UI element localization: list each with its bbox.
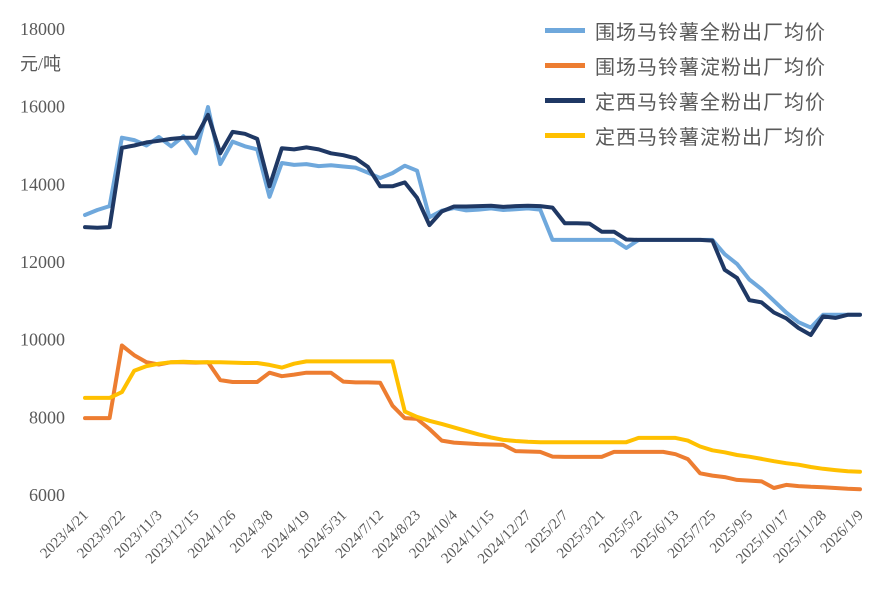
legend-label: 围场马铃薯全粉出厂均价 xyxy=(595,22,826,44)
series-line-1 xyxy=(83,343,862,492)
legend-line-swatch xyxy=(545,98,585,103)
legend-line-swatch xyxy=(545,28,585,33)
y-axis-unit-label: 元/吨 xyxy=(20,54,61,74)
legend-label: 定西马铃薯淀粉出厂均价 xyxy=(595,127,826,149)
legend-item: 围场马铃薯全粉出厂均价 xyxy=(545,13,826,48)
legend-label: 围场马铃薯淀粉出厂均价 xyxy=(595,57,826,79)
series-line-2 xyxy=(83,112,862,337)
legend-item: 定西马铃薯淀粉出厂均价 xyxy=(545,118,826,153)
y-axis-tick-label: 14000 xyxy=(20,174,65,194)
series-line-3 xyxy=(83,359,862,474)
legend-item: 定西马铃薯全粉出厂均价 xyxy=(545,83,826,118)
legend-item: 围场马铃薯淀粉出厂均价 xyxy=(545,48,826,83)
y-axis-tick-label: 8000 xyxy=(29,407,65,427)
chart-legend: 围场马铃薯全粉出厂均价 围场马铃薯淀粉出厂均价 定西马铃薯全粉出厂均价 定西马铃薯淀粉… xyxy=(545,13,826,153)
y-axis-tick-label: 12000 xyxy=(20,252,65,272)
y-axis-tick-label: 6000 xyxy=(29,485,65,505)
legend-line-swatch xyxy=(545,133,585,138)
y-axis-tick-label: 10000 xyxy=(20,330,65,350)
legend-label: 定西马铃薯全粉出厂均价 xyxy=(595,92,826,114)
legend-line-swatch xyxy=(545,63,585,68)
y-axis-tick-label: 16000 xyxy=(20,97,65,117)
y-axis-tick-label: 18000 xyxy=(20,19,65,39)
